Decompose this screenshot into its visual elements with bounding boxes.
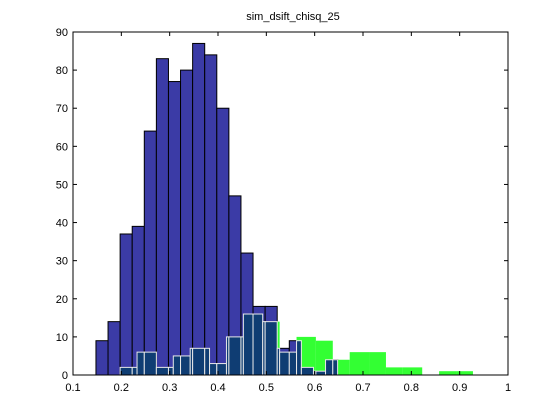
x-tick-label: 0.8 <box>404 382 419 394</box>
series-a-bar <box>180 69 194 376</box>
x-tick-label: 0.6 <box>307 382 322 394</box>
overlap-bar <box>209 363 218 376</box>
series-b-bar <box>402 367 423 375</box>
overlap-bar <box>332 359 339 376</box>
x-tick-label: 1 <box>505 382 511 394</box>
x-tick-label: 0.2 <box>114 382 129 394</box>
series-b-bar <box>369 352 386 375</box>
overlap-bar <box>288 351 298 376</box>
overlap-bar <box>264 321 278 376</box>
y-tick-label: 80 <box>56 65 68 77</box>
overlap-bar <box>242 313 254 376</box>
x-tick-label: 0.1 <box>65 382 80 394</box>
overlap-bar <box>300 366 314 376</box>
x-tick-label: 0.7 <box>355 382 370 394</box>
overlap-bar <box>279 351 290 376</box>
overlap-bar <box>228 336 242 376</box>
y-tick-label: 40 <box>56 218 68 230</box>
series-a-bar <box>192 42 206 376</box>
series-a-bar <box>155 58 169 376</box>
axes <box>72 31 509 376</box>
overlap-bar <box>204 347 211 376</box>
overlap-bar <box>315 370 327 376</box>
y-tick-label: 70 <box>56 103 68 115</box>
y-tick-label: 90 <box>56 27 68 39</box>
chart-title: sim_dsift_chisq_25 <box>246 11 340 23</box>
overlap-bar <box>325 359 334 376</box>
overlap-bar <box>136 351 145 376</box>
overlap-bar <box>143 351 157 376</box>
overlap-bar <box>172 355 182 376</box>
y-tick-label: 10 <box>56 332 68 344</box>
series-b-bar <box>439 371 457 375</box>
y-axis-ticks: 0 10 20 30 40 50 60 70 80 90 <box>56 27 508 382</box>
overlap-bar <box>252 313 264 376</box>
series-b-bar <box>456 371 473 375</box>
axes-box <box>72 31 509 376</box>
x-tick-label: 0.5 <box>259 382 274 394</box>
x-tick-label: 0.3 <box>162 382 177 394</box>
overlap-bar <box>119 366 133 376</box>
series-a-bar <box>167 81 182 376</box>
x-axis-ticks: 0.1 0.2 0.3 0.4 0.5 0.6 0.7 0.8 0.9 1 <box>65 32 511 394</box>
series-a-bar <box>107 321 121 376</box>
overlap-bar <box>180 355 191 376</box>
overlap-bar <box>155 366 169 376</box>
y-tick-label: 20 <box>56 294 68 306</box>
x-tick-label: 0.4 <box>210 382 225 394</box>
series-a-bar <box>95 340 109 376</box>
series-a-bar <box>204 54 218 376</box>
series-b-bar <box>385 367 403 375</box>
y-tick-label: 60 <box>56 141 68 153</box>
series-a-bar <box>216 107 230 376</box>
series-a-bar <box>143 130 157 376</box>
series-a-bar <box>119 233 133 376</box>
overlap-bar <box>192 347 206 376</box>
y-tick-label: 30 <box>56 256 68 268</box>
series-b-bar <box>349 352 370 375</box>
y-tick-label: 0 <box>62 370 68 382</box>
y-tick-label: 50 <box>56 179 68 191</box>
overlap-bar <box>131 366 138 376</box>
x-tick-label: 0.9 <box>452 382 467 394</box>
overlap-bar <box>296 340 302 376</box>
